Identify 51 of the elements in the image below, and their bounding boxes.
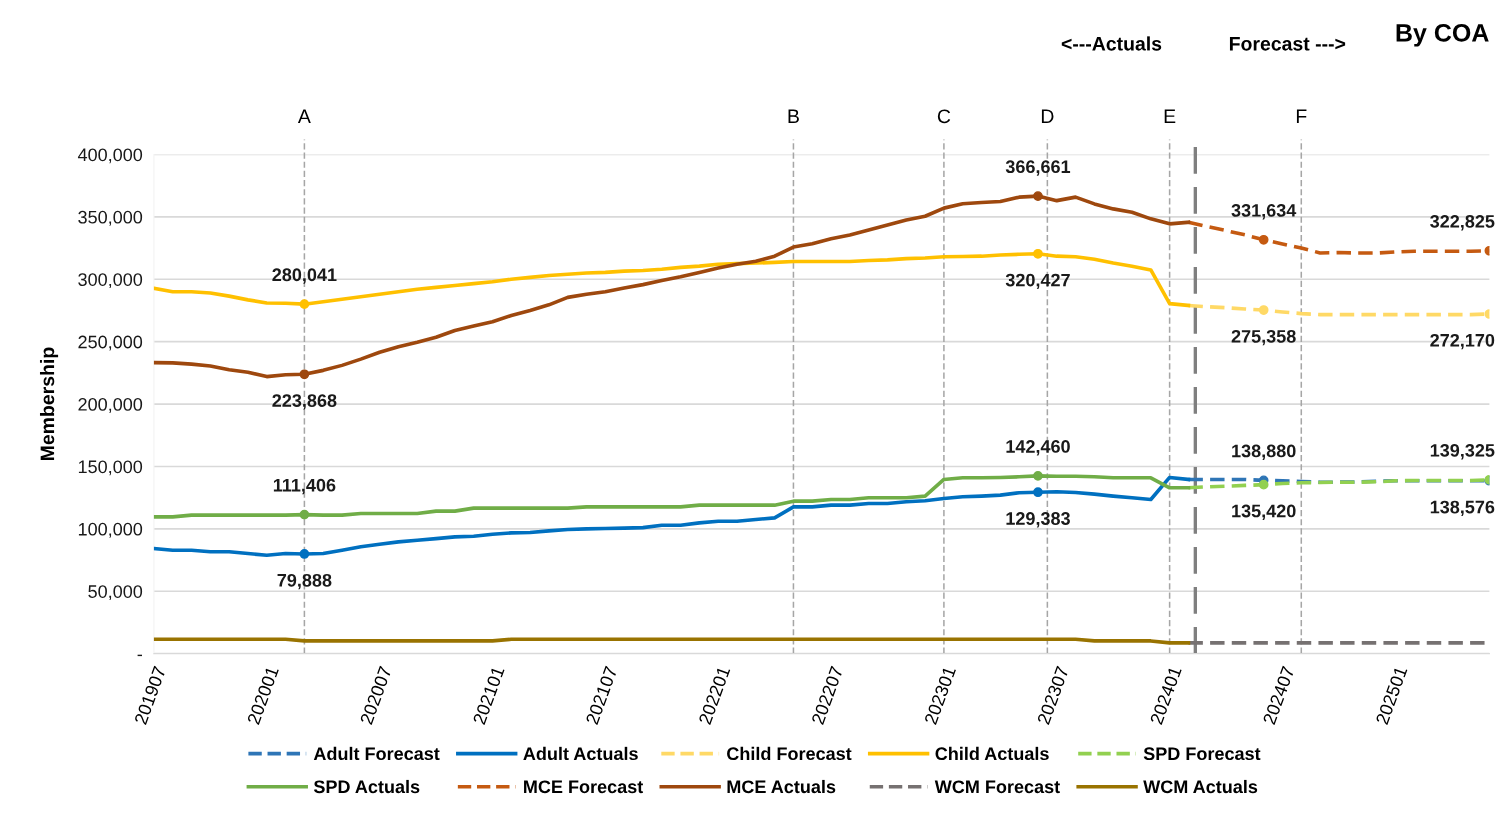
x-tick-label: 202407 — [1262, 665, 1295, 726]
y-tick-label: 50,000 — [88, 585, 143, 601]
data-label: 275,358 — [1231, 329, 1296, 346]
data-label: 322,825 — [1430, 214, 1495, 231]
legend-label: MCE Forecast — [524, 780, 644, 794]
legend-label: Child Forecast — [727, 746, 852, 761]
ref-line-label: B — [788, 109, 799, 123]
data-label: 280,041 — [272, 268, 337, 284]
x-tick-label: 202307 — [1036, 665, 1069, 726]
y-tick-label: 250,000 — [78, 335, 143, 351]
x-tick-label: 201907 — [134, 665, 167, 726]
data-label: 138,576 — [1430, 500, 1495, 517]
y-tick-label: 350,000 — [78, 210, 143, 226]
legend-label: Adult Forecast — [313, 746, 440, 761]
y-tick-label: - — [137, 654, 143, 657]
x-tick-label: 202007 — [359, 665, 392, 726]
y-tick-label: 200,000 — [78, 398, 143, 413]
ref-line-label: F — [1296, 109, 1307, 123]
data-label: 135,420 — [1232, 504, 1296, 520]
legend-label: MCE Actuals — [727, 779, 836, 794]
ref-line-label: A — [297, 109, 311, 123]
y-tick-label: 150,000 — [78, 460, 143, 476]
text: Forecast ---> — [1229, 37, 1346, 51]
data-label: 138,880 — [1232, 444, 1296, 460]
legend-label: SPD Forecast — [1143, 747, 1261, 761]
data-label: 331,634 — [1231, 203, 1297, 220]
y-axis-title: Membership — [39, 347, 59, 461]
data-label: 142,460 — [1006, 440, 1070, 456]
data-label: 223,868 — [272, 394, 337, 410]
ref-line-label: C — [937, 109, 951, 124]
data-label: 129,383 — [1006, 512, 1070, 528]
ref-line-label: D — [1041, 109, 1054, 123]
legend-label: WCM Actuals — [1143, 779, 1258, 794]
y-tick-label: 300,000 — [78, 273, 143, 289]
x-tick-label: 202107 — [585, 665, 618, 726]
y-tick-label: 100,000 — [78, 522, 143, 538]
data-label: 366,661 — [1005, 160, 1071, 176]
legend-label: Adult Actuals — [523, 746, 638, 761]
data-label: 79,888 — [277, 573, 332, 590]
chart-title: By COA — [1396, 23, 1489, 47]
data-label: 139,325 — [1430, 443, 1495, 460]
x-tick-label: 202207 — [811, 665, 844, 726]
y-tick-label: 400,000 — [77, 148, 143, 164]
ref-line-label: E — [1164, 109, 1176, 123]
legend-label: SPD Actuals — [313, 779, 420, 794]
data-label: 111,406 — [273, 478, 336, 495]
text: <---Actuals — [1061, 36, 1162, 51]
data-label: 320,427 — [1005, 273, 1070, 290]
legend-label: WCM Forecast — [934, 780, 1060, 794]
legend-label: Child Actuals — [935, 746, 1049, 761]
data-label: 272,170 — [1430, 333, 1495, 350]
